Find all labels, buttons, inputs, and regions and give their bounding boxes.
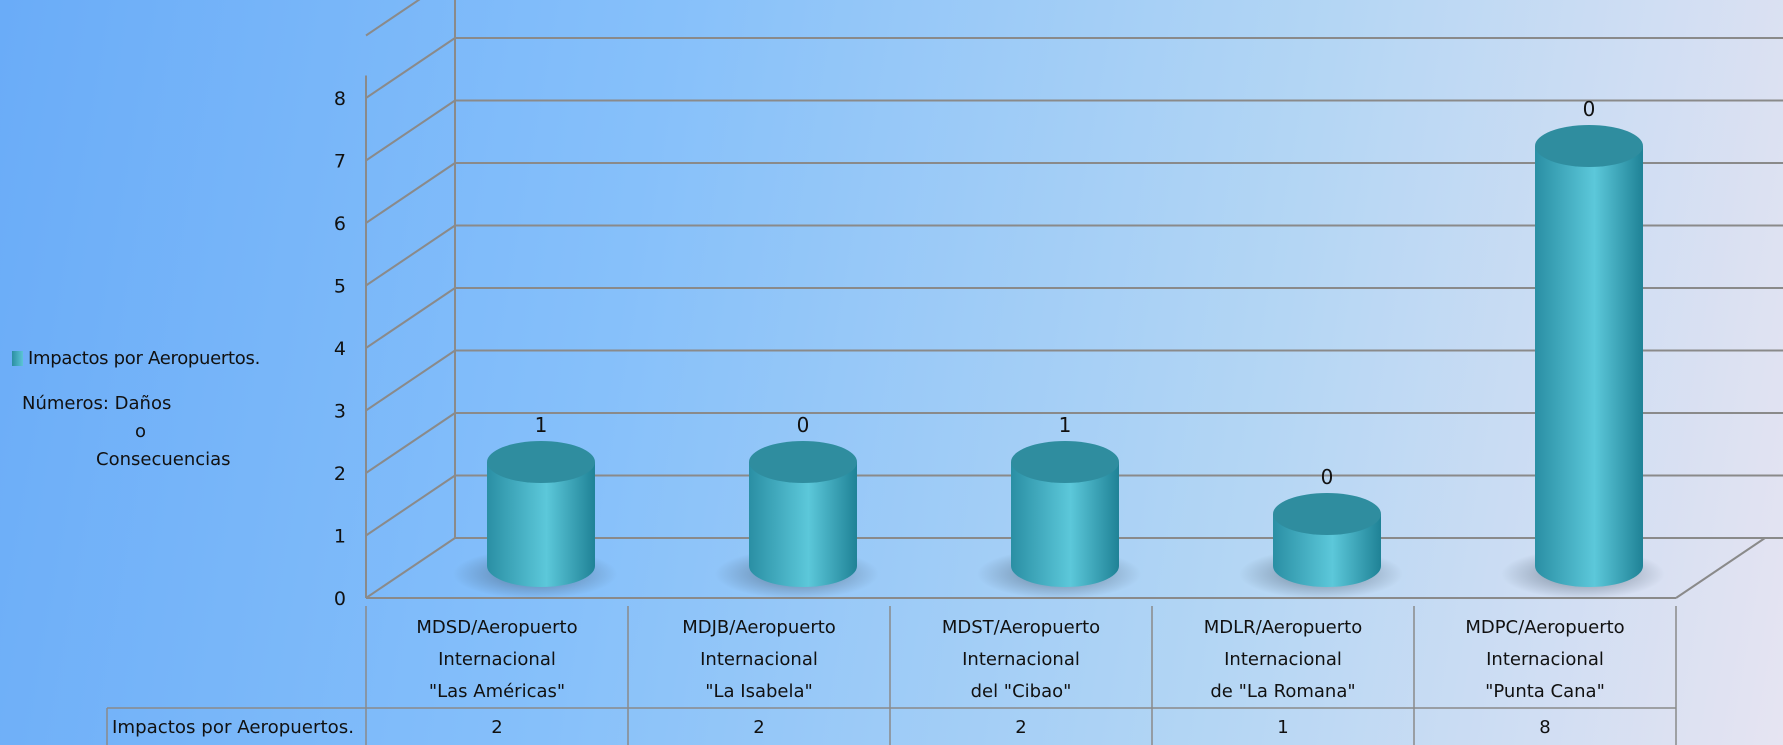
category-label: Internacional [1224, 649, 1342, 670]
category-label: MDPC/Aeropuerto [1465, 617, 1624, 638]
y-tick-label: 3 [334, 401, 346, 423]
category-label: Internacional [1486, 649, 1604, 670]
category-label: MDST/Aeropuerto [942, 617, 1100, 638]
category-label: del "Cibao" [971, 681, 1072, 702]
y-tick-label: 5 [334, 276, 346, 298]
data-label: 1 [1059, 413, 1072, 437]
bar [977, 441, 1141, 599]
legend-note-line2: o [135, 421, 147, 442]
bar-top [1273, 493, 1381, 535]
bar [1501, 125, 1665, 599]
gridline-diagonal [365, 412, 456, 474]
y-tick-label: 8 [334, 88, 346, 110]
bar-top [1011, 441, 1119, 483]
y-tick-label: 0 [334, 588, 346, 610]
category-label: de "La Romana" [1210, 681, 1355, 702]
category-label: "Las Américas" [429, 681, 565, 702]
category-label: "La Isabela" [705, 681, 813, 702]
gridline-diagonal [365, 224, 456, 287]
bar [453, 441, 617, 599]
category-label: MDJB/Aeropuerto [682, 617, 836, 638]
table-cell-value: 1 [1277, 717, 1288, 738]
table-cell-value: 2 [491, 717, 502, 738]
legend: Impactos por Aeropuertos. [12, 348, 260, 369]
y-axis-ticks: 0 1 2 3 4 5 6 7 8 [334, 88, 346, 610]
data-label: 0 [1321, 465, 1334, 489]
data-labels: 1 0 1 0 0 [535, 97, 1596, 489]
data-label: 0 [797, 413, 810, 437]
y-tick-label: 1 [334, 526, 346, 548]
bars [453, 125, 1665, 599]
category-label: Internacional [962, 649, 1080, 670]
legend-note-line1: Números: Daños [22, 393, 172, 414]
gridline-diagonal [365, 0, 421, 37]
legend-note-line3: Consecuencias [96, 449, 231, 470]
gridline-diagonal [365, 537, 456, 599]
legend-note: Números: Daños o Consecuencias [20, 390, 270, 474]
category-label: Internacional [438, 649, 556, 670]
table-cell-value: 8 [1539, 717, 1550, 738]
bar-body [749, 462, 857, 587]
gridline-diagonal [365, 37, 456, 99]
bar-body [1273, 514, 1381, 587]
category-label: MDSD/Aeropuerto [416, 617, 577, 638]
gridline-diagonal [365, 349, 456, 412]
table-cell-value: 2 [753, 717, 764, 738]
bar-body [1011, 462, 1119, 587]
bar [715, 441, 879, 599]
floor-right-edge [1675, 537, 1766, 599]
legend-series-label: Impactos por Aeropuertos. [28, 348, 260, 369]
gridline-diagonal [365, 287, 456, 349]
bar [1239, 493, 1403, 599]
y-tick-label: 2 [334, 463, 346, 485]
category-label: MDLR/Aeropuerto [1204, 617, 1362, 638]
category-label: Internacional [700, 649, 818, 670]
data-label: 1 [535, 413, 548, 437]
category-label: "Punta Cana" [1485, 681, 1605, 702]
gridline-diagonal [365, 99, 456, 162]
table-row-label: Impactos por Aeropuertos. [112, 717, 354, 738]
legend-swatch [12, 351, 23, 366]
bar-top [487, 441, 595, 483]
data-label: 0 [1583, 97, 1596, 121]
table-cell-value: 2 [1015, 717, 1026, 738]
bar-top [1535, 125, 1643, 167]
bar-body [487, 462, 595, 587]
bar-top [749, 441, 857, 483]
data-table: Impactos por Aeropuertos. MDSD/Aeropuerto… [106, 606, 1677, 745]
gridline-diagonal [365, 474, 456, 537]
y-tick-label: 4 [334, 338, 346, 360]
gridline-diagonal [365, 162, 456, 224]
y-tick-label: 6 [334, 213, 346, 235]
y-tick-label: 7 [334, 151, 346, 173]
bar-body [1535, 146, 1643, 587]
